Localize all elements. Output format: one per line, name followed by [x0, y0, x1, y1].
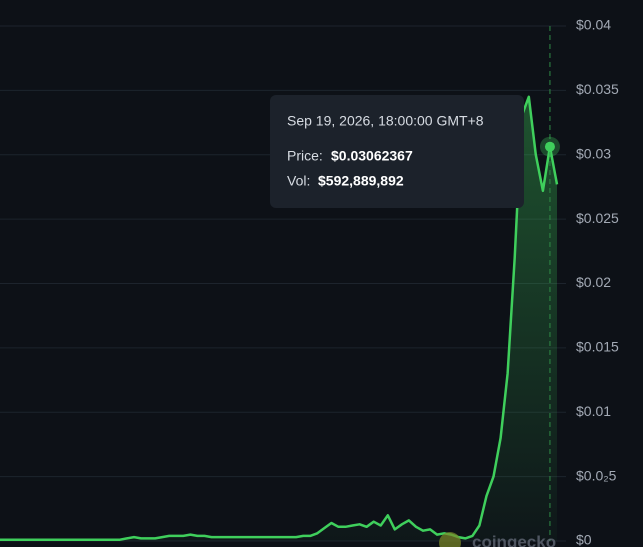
y-tick-label: $0.04 — [576, 17, 611, 33]
y-tick-label: $0.025 — [576, 210, 619, 226]
watermark: coingecko — [439, 532, 556, 547]
tooltip-vol-label: Vol: — [287, 173, 310, 189]
y-tick-label: $0.03 — [576, 145, 611, 161]
y-tick-label: $0.0₂5 — [576, 467, 617, 483]
y-tick-label: $0.02 — [576, 274, 611, 290]
tooltip-vol: $592,889,892 — [318, 173, 404, 189]
hover-point — [544, 141, 555, 152]
y-tick-label: $0.035 — [576, 81, 619, 97]
y-tick-label: $0.015 — [576, 339, 619, 355]
area — [0, 96, 557, 542]
y-tick-label: $0.01 — [576, 403, 611, 419]
tooltip: Sep 19, 2026, 18:00:00 GMT+8 Price: $0.0… — [270, 95, 524, 208]
price-line — [0, 95, 559, 541]
tooltip-box — [270, 95, 524, 208]
tooltip-price: $0.03062367 — [331, 148, 413, 164]
watermark-logo — [439, 532, 461, 547]
watermark-text: coingecko — [472, 532, 556, 547]
y-tick-label: $0 — [576, 532, 592, 547]
tooltip-date: Sep 19, 2026, 18:00:00 GMT+8 — [287, 113, 484, 129]
tooltip-price-label: Price: — [287, 148, 323, 164]
